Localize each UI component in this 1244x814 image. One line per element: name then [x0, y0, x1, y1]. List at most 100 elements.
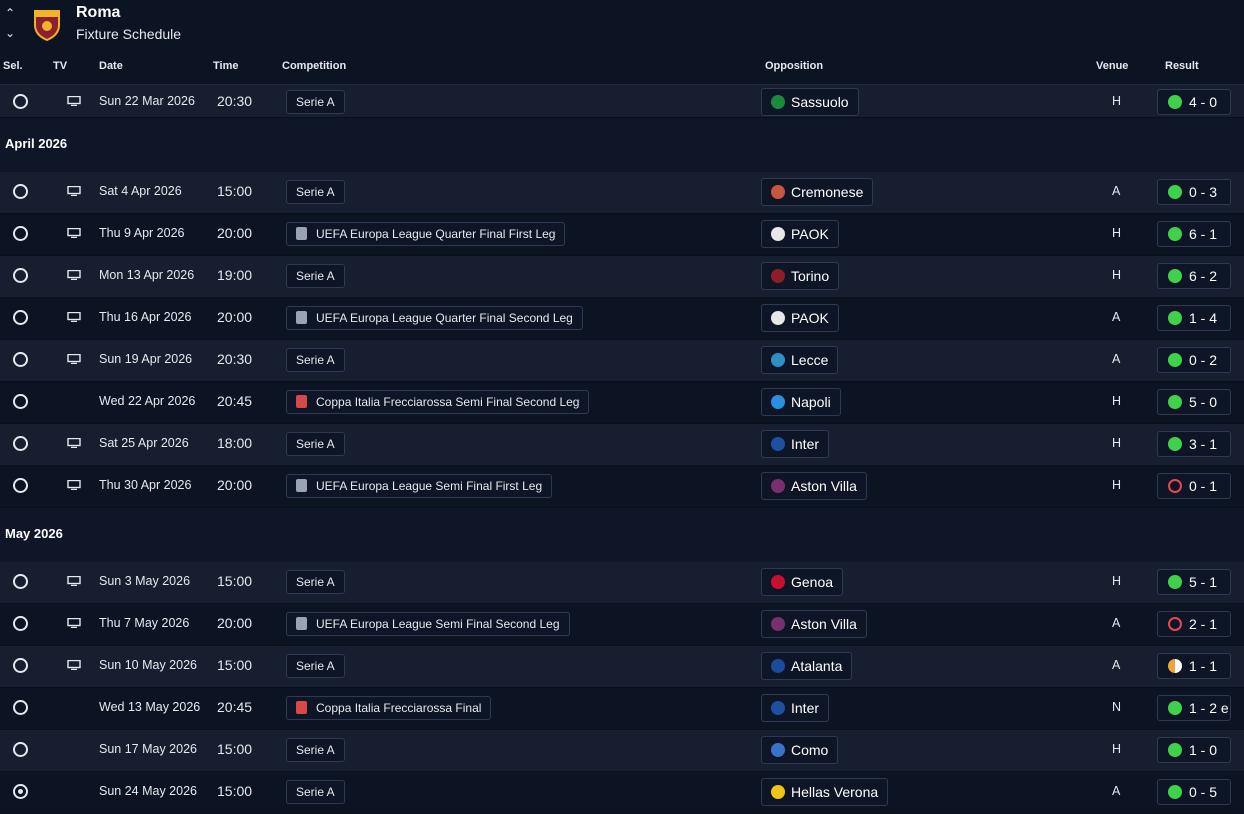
- competition-chip[interactable]: Serie A: [286, 348, 345, 372]
- column-header-venue[interactable]: Venue: [1096, 60, 1129, 72]
- select-radio[interactable]: [13, 352, 28, 367]
- opposition-name: Hellas Verona: [791, 784, 879, 800]
- opposition-chip[interactable]: Sassuolo: [761, 88, 859, 116]
- fixture-row[interactable]: Wed 22 Apr 2026 20:45 Coppa Italia Frecc…: [0, 382, 1244, 424]
- competition-chip[interactable]: UEFA Europa League Quarter Final Second …: [286, 306, 583, 330]
- select-radio[interactable]: [13, 310, 28, 325]
- competition-chip[interactable]: UEFA Europa League Semi Final First Leg: [286, 474, 553, 498]
- competition-chip[interactable]: UEFA Europa League Semi Final Second Leg: [286, 612, 570, 636]
- result-chip[interactable]: 5 - 0: [1157, 389, 1231, 415]
- result-score: 3 - 1: [1189, 436, 1218, 452]
- fixture-row[interactable]: Sun 19 Apr 2026 20:30 Serie A Lecce A 0 …: [0, 340, 1244, 382]
- fixture-row[interactable]: Wed 13 May 2026 20:45 Coppa Italia Frecc…: [0, 688, 1244, 730]
- competition-chip[interactable]: Serie A: [286, 738, 345, 762]
- page-title: Fixture Schedule: [76, 26, 182, 42]
- column-header-competition[interactable]: Competition: [282, 60, 347, 72]
- fixture-row[interactable]: Sat 4 Apr 2026 15:00 Serie A Cremonese A…: [0, 172, 1244, 214]
- competition-chip[interactable]: Serie A: [286, 432, 345, 456]
- opposition-chip[interactable]: Inter: [761, 430, 830, 458]
- result-chip[interactable]: 6 - 1: [1157, 221, 1231, 247]
- column-header-result[interactable]: Result: [1165, 60, 1199, 72]
- result-score: 0 - 3: [1189, 184, 1218, 200]
- select-radio[interactable]: [13, 394, 28, 409]
- fixture-row[interactable]: Thu 7 May 2026 20:00 UEFA Europa League …: [0, 604, 1244, 646]
- result-chip[interactable]: 1 - 1: [1157, 653, 1231, 679]
- opposition-chip[interactable]: Aston Villa: [761, 472, 867, 500]
- tv-icon: [67, 228, 81, 238]
- opposition-chip[interactable]: Genoa: [761, 568, 844, 596]
- opposition-chip[interactable]: PAOK: [761, 304, 839, 332]
- competition-chip[interactable]: Serie A: [286, 780, 345, 804]
- select-radio[interactable]: [13, 226, 28, 241]
- competition-chip[interactable]: Serie A: [286, 654, 345, 678]
- opposition-name: Aston Villa: [791, 616, 857, 632]
- fixture-row[interactable]: Thu 16 Apr 2026 20:00 UEFA Europa League…: [0, 298, 1244, 340]
- fixture-row[interactable]: Thu 9 Apr 2026 20:00 UEFA Europa League …: [0, 214, 1244, 256]
- column-header-opposition[interactable]: Opposition: [765, 60, 824, 72]
- opposition-chip[interactable]: Atalanta: [761, 652, 853, 680]
- select-radio[interactable]: [13, 184, 28, 199]
- result-chip[interactable]: 2 - 1: [1157, 611, 1231, 637]
- result-chip[interactable]: 6 - 2: [1157, 263, 1231, 289]
- opposition-chip[interactable]: Inter: [761, 694, 830, 722]
- result-loss-icon: [1168, 479, 1182, 493]
- competition-chip[interactable]: Coppa Italia Frecciarossa Semi Final Sec…: [286, 390, 590, 414]
- result-chip[interactable]: 3 - 1: [1157, 431, 1231, 457]
- result-chip[interactable]: 1 - 2 e: [1157, 695, 1231, 721]
- napoli-crest-icon: [771, 395, 785, 409]
- competition-chip[interactable]: UEFA Europa League Quarter Final First L…: [286, 222, 566, 246]
- chevron-down-icon[interactable]: ⌄: [4, 26, 16, 40]
- opposition-chip[interactable]: Cremonese: [761, 178, 874, 206]
- chevron-up-icon[interactable]: ⌃: [4, 6, 16, 20]
- select-radio[interactable]: [13, 268, 28, 283]
- column-header-time[interactable]: Time: [213, 60, 239, 72]
- select-radio[interactable]: [13, 658, 28, 673]
- result-chip[interactable]: 1 - 0: [1157, 737, 1231, 763]
- fixture-row[interactable]: Sun 3 May 2026 15:00 Serie A Genoa H 5 -…: [0, 562, 1244, 604]
- opposition-chip[interactable]: Aston Villa: [761, 610, 867, 638]
- opposition-chip[interactable]: Hellas Verona: [761, 778, 889, 806]
- opposition-chip[interactable]: Napoli: [761, 388, 841, 416]
- fixture-row[interactable]: Sat 25 Apr 2026 18:00 Serie A Inter H 3 …: [0, 424, 1244, 466]
- fixture-row[interactable]: Sun 17 May 2026 15:00 Serie A Como H 1 -…: [0, 730, 1244, 772]
- result-chip[interactable]: 0 - 5: [1157, 779, 1231, 805]
- fixture-row[interactable]: Sun 22 Mar 2026 20:30 Serie A Sassuolo H…: [0, 85, 1244, 118]
- result-chip[interactable]: 0 - 1: [1157, 473, 1231, 499]
- result-win-icon: [1168, 395, 1182, 409]
- fixture-row[interactable]: Sun 10 May 2026 15:00 Serie A Atalanta A…: [0, 646, 1244, 688]
- fixture-venue: H: [1112, 394, 1122, 408]
- select-radio[interactable]: [13, 574, 28, 589]
- competition-name: UEFA Europa League Quarter Final Second …: [316, 311, 573, 325]
- select-radio[interactable]: [13, 700, 28, 715]
- select-radio[interactable]: [13, 94, 28, 109]
- fixture-row[interactable]: Thu 30 Apr 2026 20:00 UEFA Europa League…: [0, 466, 1244, 508]
- select-radio[interactable]: [13, 616, 28, 631]
- result-chip[interactable]: 1 - 4: [1157, 305, 1231, 331]
- fixture-time: 18:00: [217, 435, 253, 451]
- opposition-chip[interactable]: PAOK: [761, 220, 839, 248]
- opposition-chip[interactable]: Lecce: [761, 346, 839, 374]
- competition-chip[interactable]: Coppa Italia Frecciarossa Final: [286, 696, 492, 720]
- select-radio[interactable]: [13, 742, 28, 757]
- opposition-chip[interactable]: Torino: [761, 262, 840, 290]
- select-radio[interactable]: [13, 478, 28, 493]
- result-chip[interactable]: 0 - 3: [1157, 179, 1231, 205]
- competition-chip[interactable]: Serie A: [286, 264, 345, 288]
- result-chip[interactable]: 4 - 0: [1157, 89, 1231, 115]
- sassuolo-crest-icon: [771, 95, 785, 109]
- tv-icon: [67, 438, 81, 448]
- fixture-row[interactable]: Mon 13 Apr 2026 19:00 Serie A Torino H 6…: [0, 256, 1244, 298]
- result-chip[interactable]: 5 - 1: [1157, 569, 1231, 595]
- select-radio[interactable]: [13, 436, 28, 451]
- select-radio[interactable]: [13, 784, 28, 799]
- result-chip[interactable]: 0 - 2: [1157, 347, 1231, 373]
- fixture-time: 15:00: [217, 783, 253, 799]
- fixture-row[interactable]: Sun 24 May 2026 15:00 Serie A Hellas Ver…: [0, 772, 1244, 814]
- competition-chip[interactable]: Serie A: [286, 570, 345, 594]
- competition-chip[interactable]: Serie A: [286, 90, 345, 114]
- column-header-tv[interactable]: TV: [53, 60, 68, 72]
- column-header-date[interactable]: Date: [99, 60, 123, 72]
- opposition-chip[interactable]: Como: [761, 736, 839, 764]
- column-header-sel[interactable]: Sel.: [3, 60, 23, 72]
- competition-chip[interactable]: Serie A: [286, 180, 345, 204]
